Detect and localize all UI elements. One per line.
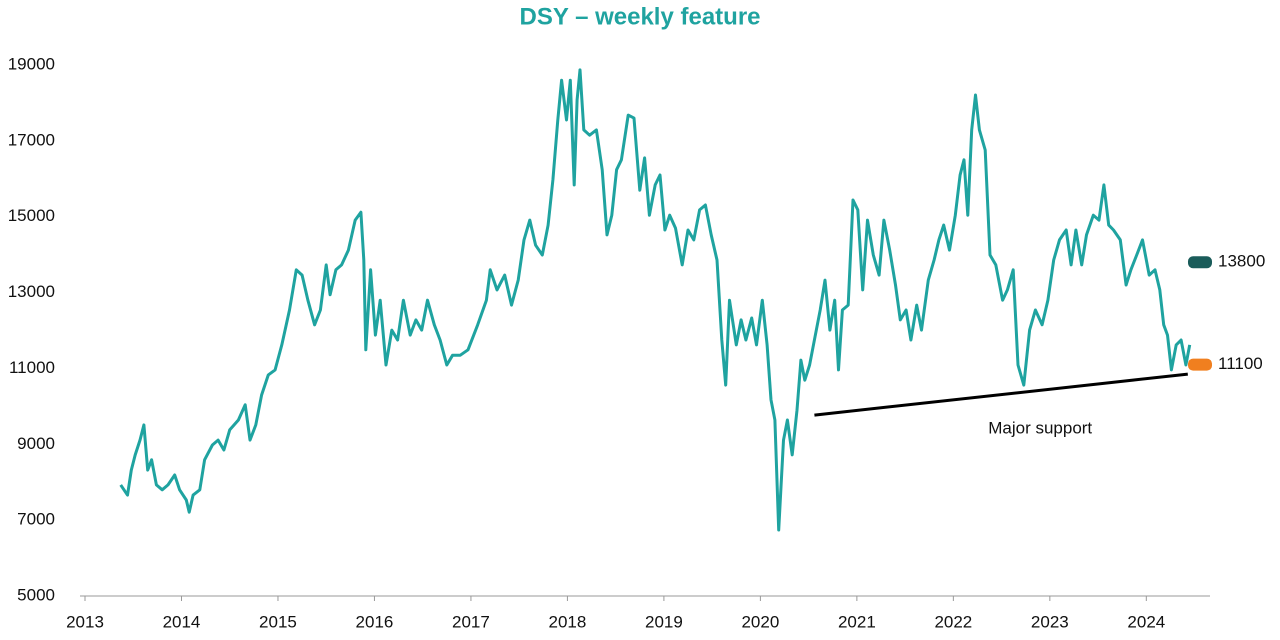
y-tick-label: 13000 <box>8 282 55 301</box>
x-tick-label: 2020 <box>741 612 779 631</box>
x-tick-label: 2019 <box>645 612 683 631</box>
x-tick-label: 2018 <box>549 612 587 631</box>
y-tick-label: 17000 <box>8 130 55 149</box>
chart-title: DSY – weekly feature <box>519 3 760 30</box>
level-marker <box>1188 358 1212 371</box>
x-tick-label: 2017 <box>452 612 490 631</box>
x-tick-label: 2021 <box>838 612 876 631</box>
y-tick-label: 9000 <box>17 434 55 453</box>
y-tick-label: 7000 <box>17 510 55 529</box>
y-tick-label: 19000 <box>8 54 55 73</box>
x-tick-label: 2022 <box>934 612 972 631</box>
x-tick-label: 2016 <box>356 612 394 631</box>
x-tick-label: 2024 <box>1127 612 1165 631</box>
y-tick-label: 11000 <box>9 358 55 377</box>
support-line <box>814 372 1188 417</box>
level-label: 13800 <box>1218 252 1265 271</box>
level-marker <box>1188 256 1212 269</box>
x-tick-label: 2014 <box>163 612 201 631</box>
x-tick-label: 2013 <box>66 612 104 631</box>
y-tick-label: 15000 <box>8 206 55 225</box>
level-label: 11100 <box>1218 354 1263 373</box>
x-tick-label: 2023 <box>1031 612 1069 631</box>
support-label: Major support <box>988 419 1092 438</box>
price-line <box>119 68 1192 532</box>
y-tick-label: 5000 <box>17 585 55 604</box>
x-tick-label: 2015 <box>259 612 297 631</box>
